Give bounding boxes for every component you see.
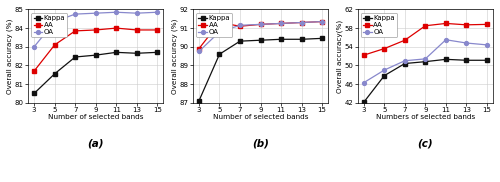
Line: Kappa: Kappa: [32, 50, 159, 95]
Legend: Kappa, AA, OA: Kappa, AA, OA: [32, 13, 68, 37]
Kappa: [464, 59, 469, 61]
Line: OA: OA: [197, 20, 324, 53]
X-axis label: Number of selected bands: Number of selected bands: [213, 114, 308, 120]
Line: AA: AA: [32, 26, 159, 73]
Y-axis label: Overall accuracy (%): Overall accuracy (%): [172, 18, 178, 94]
Legend: Kappa, AA, OA: Kappa, AA, OA: [196, 13, 232, 37]
OA: [319, 21, 325, 23]
AA: [402, 39, 408, 41]
Kappa: [298, 38, 304, 40]
Kappa: [443, 58, 449, 60]
OA: [52, 21, 58, 23]
AA: [92, 29, 98, 31]
OA: [361, 82, 367, 84]
AA: [113, 27, 119, 29]
Kappa: [237, 40, 243, 42]
OA: [216, 31, 222, 33]
Kappa: [422, 61, 428, 63]
Line: AA: AA: [197, 20, 324, 51]
X-axis label: Numbers of selected bands: Numbers of selected bands: [376, 114, 475, 120]
AA: [464, 24, 469, 26]
Kappa: [92, 54, 98, 56]
Kappa: [134, 52, 140, 54]
AA: [361, 54, 367, 56]
OA: [464, 42, 469, 44]
OA: [113, 11, 119, 13]
AA: [216, 21, 222, 24]
OA: [196, 50, 202, 52]
OA: [31, 46, 37, 48]
AA: [443, 22, 449, 25]
AA: [382, 48, 388, 50]
Line: Kappa: Kappa: [362, 57, 489, 104]
X-axis label: Number of selected bands: Number of selected bands: [48, 114, 144, 120]
AA: [422, 25, 428, 27]
OA: [402, 60, 408, 62]
Y-axis label: Overall accuracy(%): Overall accuracy(%): [336, 19, 343, 93]
Kappa: [154, 51, 160, 54]
OA: [237, 24, 243, 26]
AA: [258, 23, 264, 25]
Kappa: [278, 38, 284, 40]
Line: AA: AA: [362, 21, 489, 57]
Kappa: [196, 100, 202, 102]
AA: [196, 48, 202, 50]
OA: [422, 58, 428, 60]
Kappa: [361, 101, 367, 103]
OA: [443, 39, 449, 41]
Kappa: [382, 75, 388, 77]
Y-axis label: Overall accuracy (%): Overall accuracy (%): [7, 18, 14, 94]
AA: [298, 21, 304, 24]
AA: [319, 21, 325, 23]
OA: [134, 12, 140, 14]
AA: [484, 23, 490, 25]
Text: (b): (b): [252, 138, 269, 148]
Kappa: [484, 59, 490, 61]
OA: [278, 22, 284, 25]
Line: Kappa: Kappa: [197, 36, 324, 103]
AA: [278, 22, 284, 25]
AA: [31, 70, 37, 72]
OA: [484, 44, 490, 46]
Kappa: [52, 73, 58, 75]
OA: [72, 13, 78, 15]
OA: [382, 69, 388, 71]
Legend: Kappa, AA, OA: Kappa, AA, OA: [361, 13, 397, 37]
Kappa: [402, 62, 408, 65]
OA: [92, 12, 98, 14]
OA: [154, 11, 160, 13]
Kappa: [258, 39, 264, 41]
Kappa: [31, 92, 37, 94]
AA: [154, 29, 160, 31]
Line: OA: OA: [32, 10, 159, 49]
AA: [52, 44, 58, 46]
AA: [237, 25, 243, 27]
Kappa: [319, 37, 325, 39]
OA: [298, 21, 304, 24]
OA: [258, 23, 264, 25]
Line: OA: OA: [362, 38, 489, 85]
Text: (a): (a): [88, 138, 104, 148]
AA: [72, 30, 78, 32]
Kappa: [72, 56, 78, 58]
Kappa: [216, 53, 222, 55]
Kappa: [113, 51, 119, 54]
AA: [134, 29, 140, 31]
Text: (c): (c): [418, 138, 433, 148]
